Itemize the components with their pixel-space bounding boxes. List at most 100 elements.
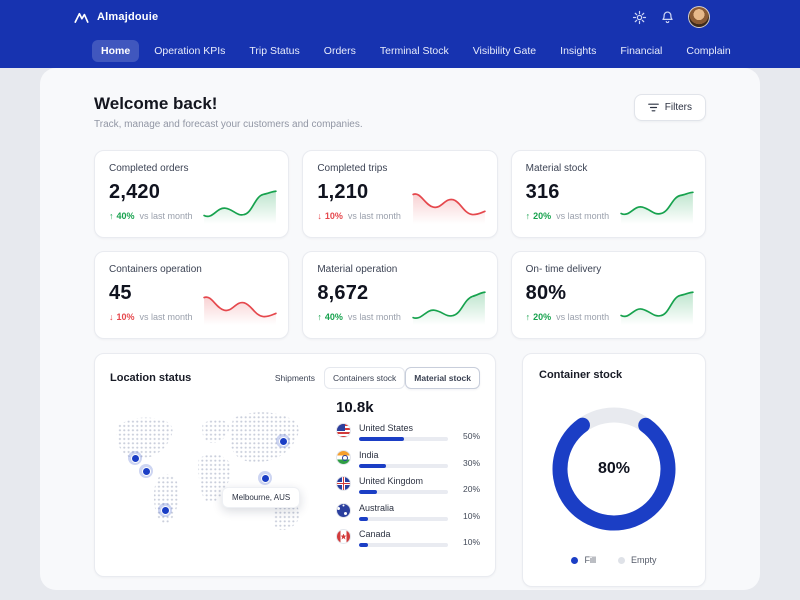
tab-shipments[interactable]: Shipments bbox=[265, 367, 324, 389]
nav-item-trip-status[interactable]: Trip Status bbox=[249, 45, 300, 57]
gear-icon[interactable] bbox=[632, 10, 647, 25]
nav-item-orders[interactable]: Orders bbox=[323, 45, 356, 57]
legend-item-empty: Empty bbox=[617, 555, 657, 565]
kpi-label: Containers operation bbox=[109, 264, 202, 275]
nav-item-financial[interactable]: Financial bbox=[620, 45, 663, 57]
trend-down-icon: ↓ bbox=[317, 211, 322, 221]
map-marker bbox=[128, 451, 142, 465]
kpi-value: 316 bbox=[525, 181, 560, 203]
sparkline-up-icon bbox=[411, 291, 486, 325]
kpi-value: 8,672 bbox=[317, 282, 369, 304]
country-row: United States 50% bbox=[336, 423, 480, 441]
flag-united-kingdom-icon bbox=[336, 476, 351, 491]
country-percent: 30% bbox=[462, 457, 480, 468]
world-map-dots bbox=[116, 412, 300, 531]
country-row: Australia 10% bbox=[336, 502, 480, 521]
location-status-card: Location status Shipments Containers sto… bbox=[94, 353, 496, 577]
page-title: Welcome back! bbox=[94, 94, 218, 113]
legend-label: Empty bbox=[630, 555, 657, 565]
nav-item-insights[interactable]: Insights bbox=[560, 45, 597, 57]
container-stock-title: Container stock bbox=[539, 369, 623, 381]
nav-item-operation-kpis[interactable]: Operation KPIs bbox=[154, 45, 226, 57]
kpi-label: Completed trips bbox=[317, 163, 388, 174]
flag-canada-icon bbox=[336, 529, 351, 544]
kpi-delta: 40% bbox=[324, 312, 343, 322]
map-tooltip: Melbourne, AUS bbox=[222, 487, 301, 508]
nav-item-visibility-gate[interactable]: Visibility Gate bbox=[472, 45, 537, 57]
country-percent: 10% bbox=[462, 537, 480, 547]
filter-icon bbox=[647, 103, 659, 112]
country-row: India 30% bbox=[336, 449, 480, 468]
trend-up-icon: ↑ bbox=[525, 312, 531, 322]
legend-label: Fill bbox=[584, 555, 596, 565]
country-percent: 50% bbox=[462, 431, 480, 441]
filters-label: Filters bbox=[664, 102, 692, 113]
fill-dot-icon bbox=[571, 556, 579, 564]
kpi-card-on-time-delivery: On- time delivery 80% ↑ 20% vs last mont… bbox=[510, 251, 706, 339]
kpi-card-completed-orders: Completed orders 2,420 ↑ 40% vs last mon… bbox=[94, 150, 290, 238]
kpi-label: Material stock bbox=[525, 163, 588, 174]
flag-india-icon bbox=[336, 449, 351, 465]
country-bar bbox=[359, 437, 448, 441]
kpi-value: 45 bbox=[109, 282, 132, 304]
kpi-value: 1,210 bbox=[317, 181, 369, 203]
map-marker bbox=[276, 434, 290, 448]
location-tabs: Shipments Containers stock Material stoc… bbox=[265, 367, 480, 389]
trend-down-icon: ↓ bbox=[109, 312, 114, 322]
nav-item-complain[interactable]: Complain bbox=[686, 45, 731, 57]
kpi-delta-suffix: vs last month bbox=[139, 312, 193, 322]
kpi-value: 80% bbox=[525, 282, 567, 304]
kpi-value: 2,420 bbox=[109, 181, 161, 203]
kpi-card-material-operation: Material operation 8,672 ↑ 40% vs last m… bbox=[302, 251, 498, 339]
kpi-delta: 10% bbox=[116, 312, 135, 322]
top-bar: Almajdouie bbox=[0, 0, 800, 34]
kpi-delta-suffix: vs last month bbox=[347, 211, 401, 221]
country-name: Australia bbox=[359, 502, 395, 513]
tab-containers-stock[interactable]: Containers stock bbox=[323, 367, 406, 389]
kpi-delta-suffix: vs last month bbox=[139, 211, 193, 221]
main-panel: Welcome back! Track, manage and forecast… bbox=[40, 68, 760, 590]
kpi-delta: 20% bbox=[533, 211, 552, 221]
donut-value: 80% bbox=[597, 460, 631, 477]
country-name: India bbox=[359, 449, 379, 460]
country-bar bbox=[359, 463, 448, 468]
kpi-delta: 40% bbox=[116, 211, 135, 221]
map-marker bbox=[258, 471, 272, 485]
flag-united-states-icon bbox=[336, 423, 351, 438]
kpi-delta-suffix: vs last month bbox=[556, 312, 610, 322]
trend-up-icon: ↑ bbox=[109, 211, 114, 221]
map-marker bbox=[139, 464, 153, 478]
nav-item-terminal-stock[interactable]: Terminal Stock bbox=[379, 45, 449, 57]
bell-icon[interactable] bbox=[660, 10, 675, 25]
world-map: Melbourne, AUS bbox=[110, 397, 322, 569]
kpi-delta-suffix: vs last month bbox=[347, 312, 401, 322]
filters-button[interactable]: Filters bbox=[633, 94, 706, 121]
trend-up-icon: ↑ bbox=[317, 312, 322, 322]
legend-item-fill: Fill bbox=[571, 555, 596, 565]
nav-item-home[interactable]: Home bbox=[92, 40, 140, 62]
user-avatar[interactable] bbox=[688, 6, 710, 28]
country-bar bbox=[359, 543, 448, 547]
top-actions bbox=[632, 6, 710, 28]
brand: Almajdouie bbox=[74, 10, 158, 25]
container-stock-card: Container stock 80% Fill Empty bbox=[522, 353, 706, 587]
country-percent: 10% bbox=[462, 510, 480, 521]
tab-material-stock[interactable]: Material stock bbox=[405, 367, 480, 389]
location-total: 10.8k bbox=[336, 399, 374, 416]
country-percent: 20% bbox=[462, 484, 480, 494]
donut-legend: Fill Empty bbox=[539, 555, 689, 565]
main-nav: Home Operation KPIs Trip Status Orders T… bbox=[0, 34, 800, 68]
kpi-delta: 20% bbox=[533, 312, 552, 322]
donut-chart: 80% bbox=[548, 403, 680, 535]
map-marker bbox=[158, 503, 172, 517]
kpi-card-material-stock: Material stock 316 ↑ 20% vs last month bbox=[510, 150, 706, 238]
sparkline-up-icon bbox=[203, 190, 278, 224]
country-row: United Kingdom 20% bbox=[336, 476, 480, 494]
kpi-label: On- time delivery bbox=[525, 264, 602, 275]
trend-up-icon: ↑ bbox=[525, 211, 531, 221]
kpi-card-containers-operation: Containers operation 45 ↓ 10% vs last mo… bbox=[94, 251, 290, 339]
empty-dot-icon bbox=[617, 556, 625, 564]
kpi-card-completed-trips: Completed trips 1,210 ↓ 10% vs last mont… bbox=[302, 150, 498, 238]
country-name: United States bbox=[359, 423, 414, 433]
page-subtitle: Track, manage and forecast your customer… bbox=[94, 119, 363, 130]
